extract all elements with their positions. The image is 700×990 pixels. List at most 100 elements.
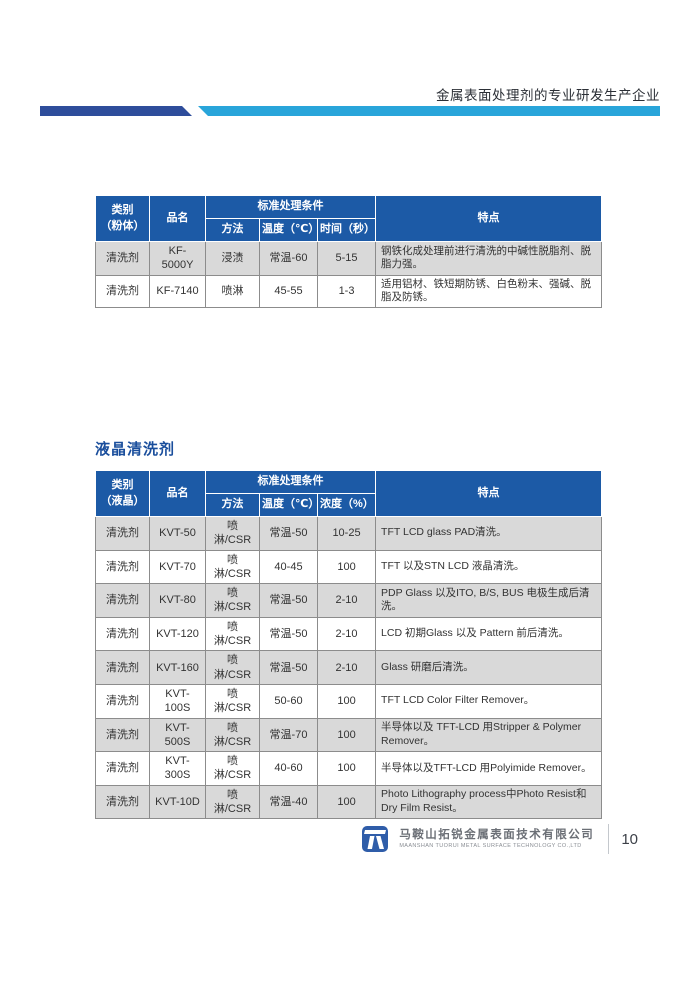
table-row: 清洗剂 KVT-300S 喷淋/CSR 40-60 100 半导体以及TFT-L… bbox=[95, 751, 603, 786]
method-cell: 喷淋 bbox=[205, 274, 260, 308]
company-names: 马鞍山拓锐金属表面技术有限公司 MAANSHAN TUORUI METAL SU… bbox=[399, 829, 594, 850]
category-cell: 清洗剂 bbox=[95, 583, 150, 618]
concentration-cell: 10-25 bbox=[316, 516, 377, 551]
table-row: 清洗剂 KVT-70 喷淋/CSR 40-45 100 TFT 以及STN LC… bbox=[95, 549, 603, 585]
concentration-cell: 100 bbox=[316, 717, 377, 753]
table-row: 清洗剂 KVT-500S 喷淋/CSR 常温-70 100 半导体以及 TFT-… bbox=[95, 717, 603, 753]
time-cell: 5-15 bbox=[316, 241, 377, 276]
concentration-cell: 2-10 bbox=[316, 650, 377, 685]
col-header-temperature: 温度（℃） bbox=[259, 218, 319, 242]
concentration-cell: 100 bbox=[316, 751, 377, 786]
temperature-cell: 常温-60 bbox=[259, 241, 318, 276]
temperature-cell: 40-60 bbox=[259, 751, 318, 786]
company-name-cn: 马鞍山拓锐金属表面技术有限公司 bbox=[399, 828, 595, 841]
method-cell: 喷淋/CSR bbox=[205, 583, 260, 618]
features-cell: 半导体以及 TFT-LCD 用Stripper & Polymer Remove… bbox=[375, 717, 603, 753]
header-bar bbox=[40, 106, 660, 116]
col-header-method: 方法 bbox=[205, 218, 260, 242]
table-row: 清洗剂 KVT-100S 喷淋/CSR 50-60 100 TFT LCD Co… bbox=[95, 683, 603, 719]
temperature-cell: 50-60 bbox=[259, 683, 318, 719]
page-number: 10 bbox=[621, 830, 638, 848]
col-header-concentration: 浓度（%） bbox=[316, 493, 377, 517]
lcd-cleaner-table: 类别 （液晶） 品名 标准处理条件 特点 方法 温度（℃） 浓度（%） 清洗剂 … bbox=[95, 470, 603, 820]
table-row: 清洗剂 KVT-80 喷淋/CSR 常温-50 2-10 PDP Glass 以… bbox=[95, 583, 603, 618]
product-cell: KVT-10D bbox=[149, 784, 206, 820]
table-row: 清洗剂 KF-5000Y 浸渍 常温-60 5-15 钢铁化成处理前进行清洗的中… bbox=[95, 241, 603, 276]
features-cell: LCD 初期Glass 以及 Pattern 前后清洗。 bbox=[375, 616, 603, 652]
features-cell: TFT LCD Color Filter Remover。 bbox=[375, 683, 603, 719]
temperature-cell: 40-45 bbox=[259, 549, 318, 585]
features-cell: 半导体以及TFT-LCD 用Polyimide Remover。 bbox=[375, 751, 603, 786]
method-cell: 喷淋/CSR bbox=[205, 549, 260, 585]
features-cell: 钢铁化成处理前进行清洗的中碱性脱脂剂、脱脂力强。 bbox=[375, 241, 603, 276]
col-header-product: 品名 bbox=[149, 470, 206, 517]
features-cell: TFT 以及STN LCD 液晶清洗。 bbox=[375, 549, 603, 585]
col-header-conditions: 标准处理条件 bbox=[204, 195, 377, 219]
temperature-cell: 常温-50 bbox=[259, 516, 318, 551]
concentration-cell: 2-10 bbox=[316, 616, 377, 652]
table-row: 清洗剂 KVT-50 喷淋/CSR 常温-50 10-25 TFT LCD gl… bbox=[95, 516, 603, 551]
product-cell: KVT-300S bbox=[149, 751, 206, 786]
category-cell: 清洗剂 bbox=[95, 717, 150, 753]
concentration-cell: 100 bbox=[316, 784, 377, 820]
method-cell: 喷淋/CSR bbox=[205, 784, 260, 820]
company-name-en: MAANSHAN TUORUI METAL SURFACE TECHNOLOGY… bbox=[399, 842, 582, 849]
category-label: 类别 bbox=[111, 203, 134, 216]
product-cell: KVT-80 bbox=[149, 583, 206, 618]
category-cell: 清洗剂 bbox=[95, 784, 150, 820]
col-header-product: 品名 bbox=[149, 195, 206, 242]
category-cell: 清洗剂 bbox=[95, 616, 150, 652]
category-cell: 清洗剂 bbox=[95, 751, 150, 786]
product-cell: KVT-120 bbox=[149, 616, 206, 652]
table-row: 清洗剂 KVT-10D 喷淋/CSR 常温-40 100 Photo Litho… bbox=[95, 784, 603, 820]
col-header-category: 类别 （液晶） bbox=[95, 470, 150, 517]
product-cell: KVT-500S bbox=[149, 717, 206, 753]
concentration-cell: 2-10 bbox=[316, 583, 377, 618]
method-cell: 喷淋/CSR bbox=[205, 616, 260, 652]
header-tagline: 金属表面处理剂的专业研发生产企业 bbox=[436, 88, 660, 103]
features-cell: TFT LCD glass PAD清洗。 bbox=[375, 516, 603, 551]
category-label: 类别 bbox=[111, 478, 134, 491]
temperature-cell: 常温-50 bbox=[259, 583, 318, 618]
concentration-cell: 100 bbox=[316, 683, 377, 719]
powder-table-header: 类别 （粉体） 品名 标准处理条件 特点 方法 温度（℃） 时间（秒） bbox=[95, 195, 603, 242]
method-cell: 浸渍 bbox=[205, 241, 260, 276]
category-sublabel: （粉体） bbox=[100, 219, 145, 232]
col-header-features: 特点 bbox=[375, 470, 603, 517]
category-cell: 清洗剂 bbox=[95, 650, 150, 685]
temperature-cell: 常温-50 bbox=[259, 650, 318, 685]
product-cell: KF-5000Y bbox=[149, 241, 206, 276]
product-cell: KVT-70 bbox=[149, 549, 206, 585]
method-cell: 喷淋/CSR bbox=[205, 717, 260, 753]
features-cell: 适用铝材、铁短期防锈、白色粉末、强碱、脱脂及防锈。 bbox=[375, 274, 603, 308]
temperature-cell: 常温-40 bbox=[259, 784, 318, 820]
method-cell: 喷淋/CSR bbox=[205, 516, 260, 551]
time-cell: 1-3 bbox=[316, 274, 377, 308]
temperature-cell: 45-55 bbox=[259, 274, 318, 308]
features-cell: Glass 研磨后清洗。 bbox=[375, 650, 603, 685]
table-row: 清洗剂 KVT-160 喷淋/CSR 常温-50 2-10 Glass 研磨后清… bbox=[95, 650, 603, 685]
col-header-method: 方法 bbox=[205, 493, 260, 517]
product-cell: KVT-50 bbox=[149, 516, 206, 551]
page-footer: 马鞍山拓锐金属表面技术有限公司 MAANSHAN TUORUI METAL SU… bbox=[361, 824, 638, 854]
table-row: 清洗剂 KVT-120 喷淋/CSR 常温-50 2-10 LCD 初期Glas… bbox=[95, 616, 603, 652]
product-cell: KF-7140 bbox=[149, 274, 206, 308]
category-cell: 清洗剂 bbox=[95, 516, 150, 551]
product-cell: KVT-160 bbox=[149, 650, 206, 685]
powder-cleaner-table: 类别 （粉体） 品名 标准处理条件 特点 方法 温度（℃） 时间（秒） 清洗剂 … bbox=[95, 195, 603, 308]
col-header-temperature: 温度（℃） bbox=[259, 493, 319, 517]
footer-divider bbox=[608, 824, 610, 854]
col-header-conditions: 标准处理条件 bbox=[204, 470, 377, 494]
col-header-category: 类别 （粉体） bbox=[95, 195, 150, 242]
category-sublabel: （液晶） bbox=[100, 494, 145, 507]
category-cell: 清洗剂 bbox=[95, 683, 150, 719]
header-bar-light-segment bbox=[198, 106, 660, 116]
method-cell: 喷淋/CSR bbox=[205, 683, 260, 719]
category-cell: 清洗剂 bbox=[95, 274, 150, 308]
lcd-table-header: 类别 （液晶） 品名 标准处理条件 特点 方法 温度（℃） 浓度（%） bbox=[95, 470, 603, 517]
header-bar-dark-segment bbox=[40, 106, 192, 116]
method-cell: 喷淋/CSR bbox=[205, 650, 260, 685]
product-cell: KVT-100S bbox=[149, 683, 206, 719]
features-cell: PDP Glass 以及ITO, B/S, BUS 电极生成后清洗。 bbox=[375, 583, 603, 618]
